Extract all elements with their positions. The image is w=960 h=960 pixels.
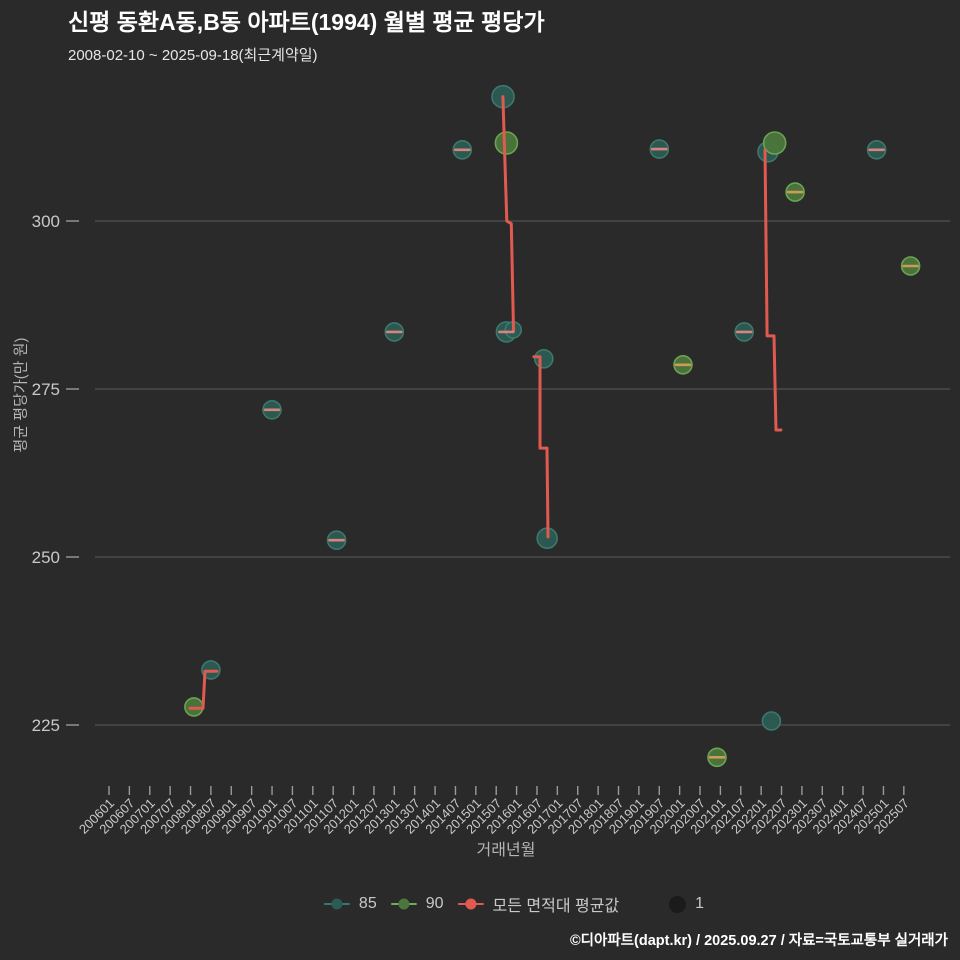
chart-header: 신평 동환A동,B동 아파트(1994) 월별 평균 평당가 2008-02-1…	[68, 8, 545, 65]
data-point-85[interactable]	[533, 348, 554, 369]
data-point-85[interactable]	[761, 711, 782, 731]
legend-item-size[interactable]: 1	[669, 895, 704, 913]
legend-label-average: 모든 면적대 평균값	[492, 898, 620, 915]
x-axis-title: 거래년월	[476, 842, 536, 859]
size-dot-icon	[669, 895, 687, 913]
chart-subtitle: 2008-02-10 ~ 2025-09-18(최근계약일)	[68, 46, 318, 64]
legend-item-85[interactable]: 85	[323, 895, 377, 913]
y-tick-label: 250	[32, 548, 60, 567]
avg-line-segment	[763, 148, 783, 432]
page-title: 신평 동환A동,B동 아파트(1994) 월별 평균 평당가	[68, 9, 545, 35]
y-tick-label: 275	[32, 380, 60, 399]
green-dot-icon	[398, 898, 410, 910]
legend-label-85: 85	[358, 895, 377, 912]
legend-item-average[interactable]: 모든 면적대 평균값	[457, 892, 620, 916]
avg-line-segment	[501, 95, 515, 332]
y-axis-title: 평균 평당가(만 원)	[12, 337, 30, 453]
avg-line-segment	[188, 669, 219, 710]
red-dot-icon	[465, 898, 477, 910]
legend-item-90[interactable]: 90	[390, 895, 444, 913]
green-line-marker-icon	[390, 898, 417, 910]
legend-label-90: 90	[425, 895, 444, 912]
data-point-90[interactable]	[762, 131, 787, 155]
chart-legend: 85 90 모든 면적대 평균값 1	[323, 892, 704, 916]
teal-dot-icon	[331, 898, 343, 910]
avg-line-segment	[532, 355, 550, 539]
y-tick-label: 300	[32, 212, 60, 231]
credit-line: ©디아파트(dapt.kr) / 2025.09.27 / 자료=국토교통부 실…	[569, 933, 948, 949]
y-tick-label: 225	[32, 716, 60, 735]
teal-line-marker-icon	[323, 898, 350, 910]
red-line-marker-icon	[457, 898, 484, 910]
data-point-90[interactable]	[494, 131, 519, 155]
legend-label-size: 1	[695, 895, 705, 912]
